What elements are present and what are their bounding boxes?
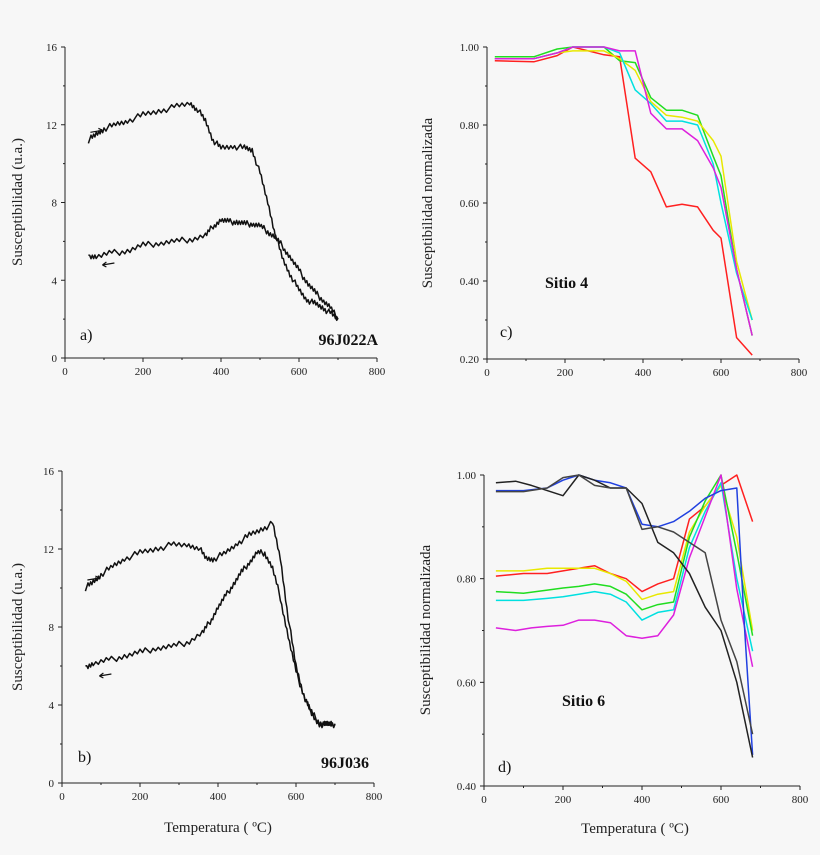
series-line-cooling [85, 549, 336, 729]
x-tick-label: 600 [713, 367, 730, 379]
x-tick-label: 0 [59, 791, 65, 803]
series-line-cooling [88, 217, 339, 322]
y-tick-label: 16 [46, 42, 58, 54]
series-line-black-1 [495, 474, 754, 758]
y-tick-label: 0.40 [457, 781, 477, 793]
x-tick-label: 400 [213, 366, 230, 378]
cooling-arrow-icon [99, 672, 112, 679]
y-tick-label: 1.00 [460, 42, 480, 54]
heating-arrow-icon [87, 575, 100, 582]
x-tick-label: 200 [557, 367, 574, 379]
x-tick-label: 400 [635, 367, 652, 379]
series-line-blue [495, 474, 754, 755]
y-axis-title: Susceptibilidad (u.a.) [10, 138, 26, 266]
y-tick-label: 0.80 [457, 574, 477, 586]
series-line-black-2 [495, 474, 754, 735]
y-tick-label: 4 [52, 275, 58, 287]
y-tick-label: 12 [43, 544, 54, 556]
y-tick-label: 0.20 [460, 354, 480, 366]
x-tick-label: 600 [713, 794, 730, 806]
x-tick-label: 800 [369, 366, 386, 378]
annotation-label: Sitio 6 [562, 693, 605, 710]
panel-label: d) [498, 759, 511, 776]
panel-label: c) [500, 324, 512, 341]
y-tick-label: 4 [49, 700, 55, 712]
series-line-yellow [495, 484, 754, 631]
series-line-magenta [495, 474, 754, 667]
annotation-label: 96J022A [318, 332, 378, 349]
y-tick-label: 12 [46, 120, 57, 132]
y-tick-label: 0.60 [460, 198, 480, 210]
cooling-arrow-icon [102, 261, 115, 268]
x-tick-label: 0 [62, 366, 68, 378]
x-tick-label: 200 [132, 791, 149, 803]
y-axis-title: Susceptibilidad normalizada [418, 544, 434, 715]
panel-a: 0 200 400 600 800 0 4 8 12 16 Susceptibilidad (u.a… [10, 42, 386, 378]
series-line-yellow [494, 50, 753, 321]
y-tick-label: 8 [49, 622, 55, 634]
x-tick-label: 800 [792, 794, 809, 806]
series-line-green [494, 46, 753, 336]
series-line-green [495, 474, 754, 636]
x-tick-label: 400 [210, 791, 227, 803]
x-tick-label: 600 [291, 366, 308, 378]
x-tick-label: 0 [484, 367, 490, 379]
heating-arrow-icon [90, 127, 103, 134]
y-tick-label: 1.00 [457, 470, 477, 482]
y-tick-label: 16 [43, 466, 55, 478]
panel-b: 0 200 400 600 800 0 4 8 12 16 Susceptibilidad (u.a… [10, 466, 383, 836]
series-line-red [494, 46, 753, 356]
x-axis-title: Temperatura ( ºC) [581, 821, 689, 837]
annotation-label: Sitio 4 [545, 275, 588, 292]
y-tick-label: 0.80 [460, 120, 480, 132]
y-tick-label: 0 [49, 778, 55, 790]
x-tick-label: 0 [481, 794, 487, 806]
panel-d: 0 200 400 600 800 0.40 0.60 0.80 1.00 Susceptibil… [418, 470, 809, 837]
panel-label: a) [80, 327, 92, 344]
x-tick-label: 800 [791, 367, 808, 379]
y-tick-label: 0 [52, 353, 58, 365]
y-axis-title: Susceptibilidad (u.a.) [10, 563, 26, 691]
y-tick-label: 0.60 [457, 677, 477, 689]
x-tick-label: 800 [366, 791, 383, 803]
series-line-magenta [494, 46, 753, 336]
series-line-heating [87, 101, 339, 320]
x-tick-label: 600 [288, 791, 305, 803]
series-line-cyan [495, 482, 754, 652]
x-axis-title: Temperatura ( ºC) [164, 820, 272, 836]
annotation-label: 96J036 [321, 755, 369, 772]
panel-c: 0 200 400 600 800 0.20 0.40 0.60 0.80 1.00 Suscept… [420, 42, 808, 379]
panel-label: b) [78, 749, 91, 766]
x-tick-label: 400 [634, 794, 651, 806]
x-tick-label: 200 [555, 794, 572, 806]
y-tick-label: 0.40 [460, 276, 480, 288]
y-tick-label: 8 [52, 198, 58, 210]
x-tick-label: 200 [135, 366, 152, 378]
series-line-cyan [494, 46, 753, 321]
y-axis-title: Susceptibilidad normalizada [420, 117, 436, 288]
